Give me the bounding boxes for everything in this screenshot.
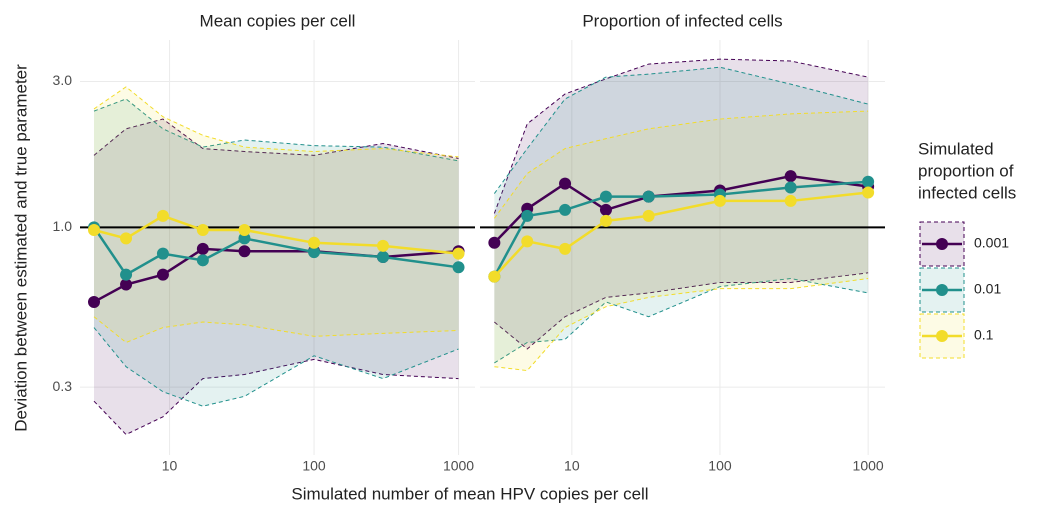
point: [559, 203, 572, 216]
ribbon: [494, 111, 869, 371]
ribbon: [494, 59, 869, 349]
point: [713, 194, 726, 207]
point: [599, 214, 612, 227]
legend-dot: [936, 238, 948, 250]
legend-label: 0.01: [974, 281, 1001, 297]
point: [784, 170, 797, 183]
point: [488, 270, 501, 283]
legend-title: Simulated: [918, 139, 994, 158]
x-tick-label: 100: [302, 458, 326, 474]
point: [376, 239, 389, 252]
ribbon: [94, 86, 459, 343]
point: [156, 209, 169, 222]
point: [784, 181, 797, 194]
point: [559, 177, 572, 190]
ribbon-edge: [494, 272, 869, 350]
legend-label: 0.1: [974, 327, 994, 343]
ribbon: [494, 67, 869, 363]
point: [521, 235, 534, 248]
x-tick-label: 10: [564, 458, 580, 474]
x-tick-label: 1000: [443, 458, 474, 474]
point: [196, 224, 209, 237]
point: [521, 209, 534, 222]
legend-title: infected cells: [918, 183, 1016, 202]
point: [120, 232, 133, 245]
point: [238, 232, 251, 245]
point: [376, 250, 389, 263]
point: [196, 254, 209, 267]
legend-title: proportion of: [918, 161, 1014, 180]
ribbon-edge: [494, 278, 869, 364]
point: [238, 245, 251, 258]
y-tick-label: 3.0: [53, 72, 73, 88]
x-tick-label: 10: [162, 458, 178, 474]
ribbon-edge: [494, 278, 869, 372]
ribbon-edge: [493, 110, 869, 219]
point: [88, 295, 101, 308]
point: [308, 236, 321, 249]
y-tick-label: 1.0: [53, 218, 73, 234]
point: [238, 224, 251, 237]
series-line: [92, 226, 459, 277]
point: [88, 224, 101, 237]
legend-dot: [936, 284, 948, 296]
facet-title: Mean copies per cell: [200, 11, 356, 30]
point: [452, 247, 465, 260]
legend-label: 0.001: [974, 235, 1009, 251]
legend-dot: [936, 330, 948, 342]
point: [599, 190, 612, 203]
x-axis-title: Simulated number of mean HPV copies per …: [291, 484, 648, 503]
ribbon: [94, 98, 459, 407]
x-tick-label: 100: [708, 458, 732, 474]
y-axis-title: Deviation between estimated and true par…: [11, 64, 30, 432]
point: [156, 247, 169, 260]
point: [784, 194, 797, 207]
series-line: [493, 180, 869, 278]
point: [156, 268, 169, 281]
ribbon-edge: [93, 358, 459, 436]
ribbon-edge: [93, 118, 459, 159]
point: [196, 242, 209, 255]
point: [862, 175, 875, 188]
point: [452, 261, 465, 274]
ribbon-edge: [93, 98, 459, 162]
point: [862, 186, 875, 199]
y-tick-label: 0.3: [53, 378, 73, 394]
point: [120, 268, 133, 281]
series-line: [493, 191, 869, 278]
series-line: [93, 214, 459, 255]
point: [120, 278, 133, 291]
point: [642, 190, 655, 203]
point: [559, 242, 572, 255]
facet-title: Proportion of infected cells: [582, 11, 782, 30]
point: [642, 209, 655, 222]
point: [488, 236, 501, 249]
ribbon: [94, 119, 459, 435]
series-line: [493, 174, 869, 244]
ribbon-edge: [493, 66, 869, 194]
point: [599, 203, 612, 216]
ribbon-edge: [93, 316, 459, 344]
x-tick-label: 1000: [853, 458, 884, 474]
point: [308, 246, 321, 259]
ribbon-edge: [93, 327, 459, 407]
